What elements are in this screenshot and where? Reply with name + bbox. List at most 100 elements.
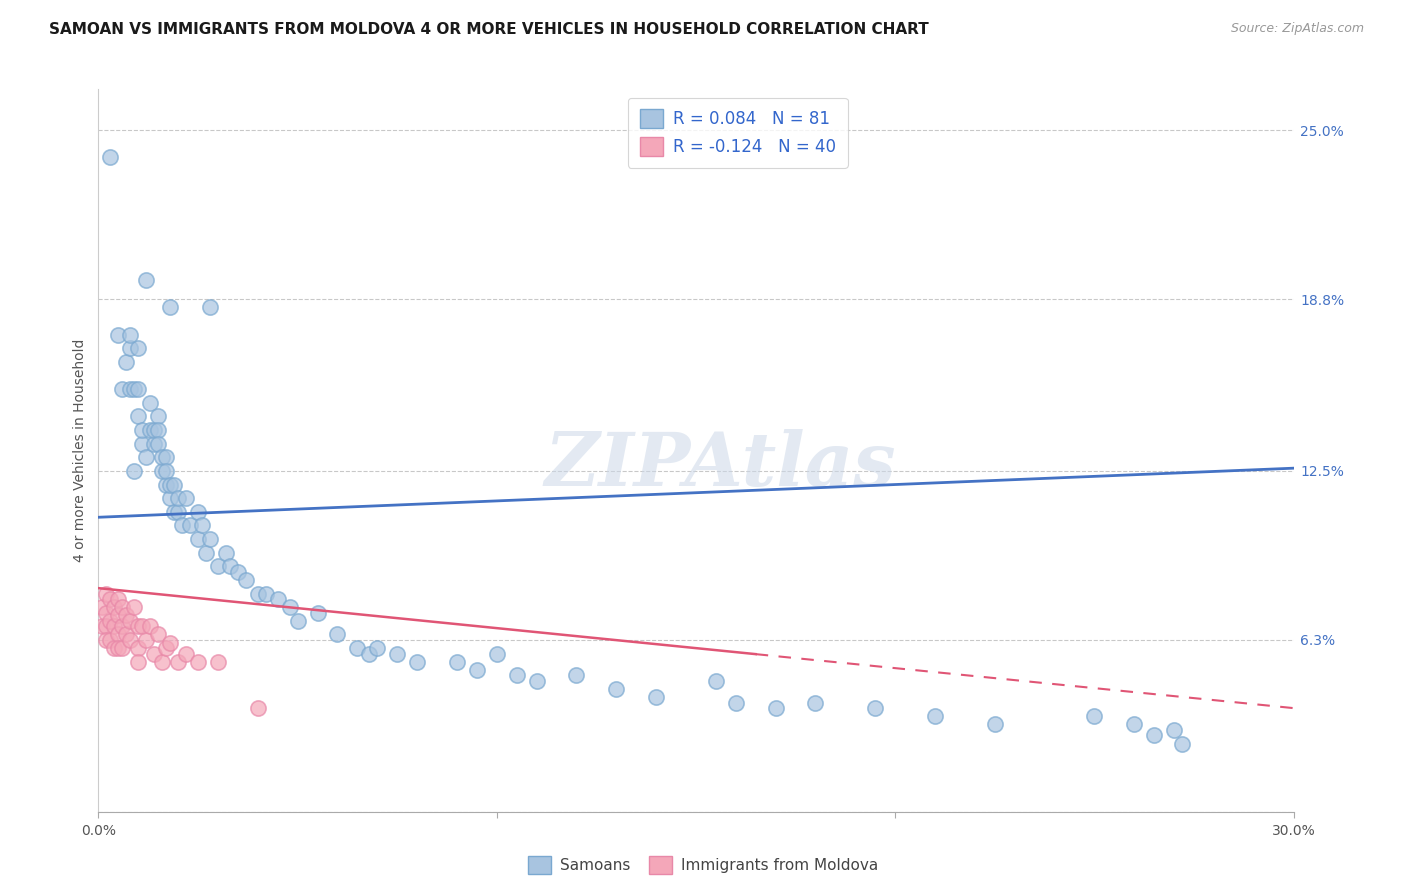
Point [1163,723,1185,737]
Point [135,450,157,465]
Point [163,477,186,491]
Point [1143,728,1166,742]
Point [865,701,887,715]
Point [135,273,157,287]
Point [131,619,153,633]
Point [143,647,166,661]
Point [124,464,146,478]
Point [254,586,277,600]
Point [150,450,173,465]
Point [219,559,242,574]
Point [526,673,548,688]
Point [150,655,173,669]
Point [91,600,114,615]
Point [195,546,218,560]
Text: SAMOAN VS IMMIGRANTS FROM MOLDOVA 4 OR MORE VEHICLES IN HOUSEHOLD CORRELATION CH: SAMOAN VS IMMIGRANTS FROM MOLDOVA 4 OR M… [49,22,929,37]
Point [159,301,181,315]
Point [98,632,122,647]
Point [187,655,209,669]
Point [127,409,149,424]
Point [1123,717,1146,731]
Point [167,655,190,669]
Point [207,655,229,669]
Point [307,606,329,620]
Point [103,641,125,656]
Point [984,717,1007,731]
Point [565,668,588,682]
Point [207,559,229,574]
Point [159,491,181,505]
Point [155,477,177,491]
Point [111,600,134,615]
Point [107,608,129,623]
Point [366,641,388,656]
Point [326,627,349,641]
Point [506,668,529,682]
Point [98,150,122,164]
Point [1171,737,1194,751]
Y-axis label: 4 or more Vehicles in Household: 4 or more Vehicles in Household [73,339,87,562]
Point [143,436,166,450]
Point [167,491,190,505]
Point [111,641,134,656]
Point [143,423,166,437]
Point [446,655,468,669]
Point [155,450,177,465]
Point [804,696,827,710]
Point [96,632,118,647]
Point [131,423,153,437]
Point [124,600,146,615]
Point [226,565,249,579]
Point [107,627,129,641]
Point [155,641,177,656]
Point [120,327,142,342]
Point [98,592,122,607]
Point [115,608,138,623]
Point [359,647,381,661]
Point [465,663,488,677]
Point [172,518,194,533]
Point [215,546,238,560]
Point [131,436,153,450]
Point [235,573,257,587]
Point [120,632,142,647]
Point [98,614,122,628]
Point [179,518,201,533]
Point [267,592,290,607]
Text: ZIPAtlas: ZIPAtlas [544,429,896,501]
Point [150,464,173,478]
Point [148,423,170,437]
Point [120,614,142,628]
Point [159,477,181,491]
Point [124,382,146,396]
Point [115,627,138,641]
Point [385,647,409,661]
Point [127,619,149,633]
Point [1083,709,1105,723]
Point [645,690,668,705]
Point [605,681,627,696]
Point [111,382,134,396]
Point [187,505,209,519]
Point [174,647,197,661]
Point [148,409,170,424]
Point [107,327,129,342]
Point [115,355,138,369]
Point [246,586,269,600]
Point [167,505,190,519]
Point [246,701,269,715]
Text: Source: ZipAtlas.com: Source: ZipAtlas.com [1230,22,1364,36]
Point [924,709,946,723]
Point [704,673,727,688]
Point [765,701,787,715]
Legend: R = 0.084   N = 81, R = -0.124   N = 40: R = 0.084 N = 81, R = -0.124 N = 40 [628,97,848,168]
Point [148,436,170,450]
Point [724,696,747,710]
Point [96,586,118,600]
Point [103,619,125,633]
Point [406,655,429,669]
Point [163,505,186,519]
Point [278,600,301,615]
Point [127,341,149,355]
Point [91,619,114,633]
